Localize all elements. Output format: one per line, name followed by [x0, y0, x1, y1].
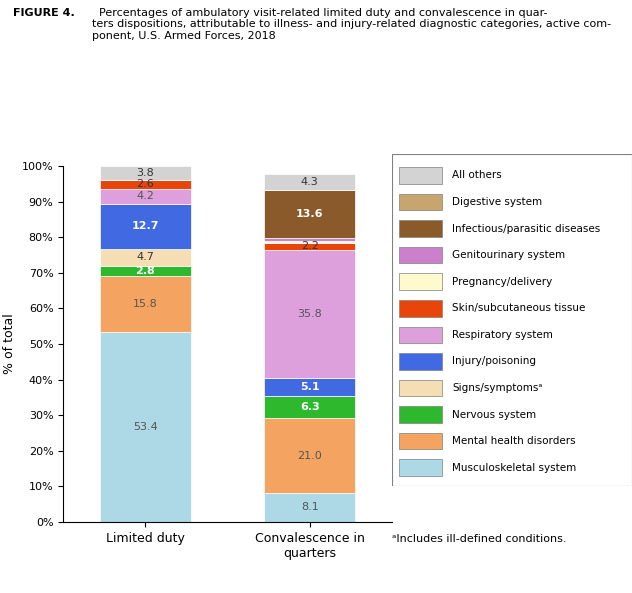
Bar — [399, 300, 442, 317]
Bar — [100, 189, 191, 204]
Text: 5.1: 5.1 — [300, 382, 320, 392]
Bar — [265, 174, 355, 190]
Text: 3.8: 3.8 — [137, 168, 154, 178]
Bar — [399, 433, 442, 449]
Bar — [265, 493, 355, 522]
Bar — [265, 378, 355, 396]
Text: 35.8: 35.8 — [297, 309, 322, 319]
Text: 15.8: 15.8 — [133, 299, 158, 309]
Text: Pregnancy/delivery: Pregnancy/delivery — [452, 277, 552, 286]
Text: 2.2: 2.2 — [301, 241, 319, 251]
Text: 53.4: 53.4 — [133, 422, 158, 432]
Bar — [100, 204, 191, 249]
Text: Musculoskeletal system: Musculoskeletal system — [452, 463, 576, 473]
Bar — [265, 243, 355, 250]
Bar — [100, 180, 191, 189]
Text: 8.1: 8.1 — [301, 502, 319, 512]
Bar — [399, 194, 442, 211]
Bar — [100, 166, 191, 180]
Bar — [100, 276, 191, 332]
Text: All others: All others — [452, 170, 502, 180]
FancyBboxPatch shape — [392, 154, 632, 486]
Y-axis label: % of total: % of total — [3, 314, 16, 374]
Bar — [265, 190, 355, 238]
Bar — [399, 353, 442, 369]
Text: 2.6: 2.6 — [137, 179, 154, 189]
Text: Skin/subcutaneous tissue: Skin/subcutaneous tissue — [452, 303, 585, 313]
Text: 21.0: 21.0 — [297, 451, 322, 461]
Bar — [399, 220, 442, 237]
Bar — [399, 327, 442, 343]
Bar — [265, 418, 355, 493]
Bar — [399, 406, 442, 423]
Text: ᵃIncludes ill-defined conditions.: ᵃIncludes ill-defined conditions. — [392, 534, 566, 544]
Text: Respiratory system: Respiratory system — [452, 330, 553, 340]
Text: Injury/poisoning: Injury/poisoning — [452, 356, 536, 366]
Bar — [100, 332, 191, 522]
Text: 13.6: 13.6 — [296, 209, 324, 219]
Text: 4.3: 4.3 — [301, 177, 319, 187]
Text: 6.3: 6.3 — [300, 402, 320, 412]
Bar — [399, 273, 442, 290]
Bar — [100, 249, 191, 266]
Bar — [399, 247, 442, 263]
Bar — [399, 167, 442, 184]
Text: 4.7: 4.7 — [137, 252, 154, 262]
Bar — [399, 460, 442, 476]
Text: Infectious/parasitic diseases: Infectious/parasitic diseases — [452, 224, 600, 234]
Text: 4.2: 4.2 — [137, 192, 154, 201]
Text: FIGURE 4.: FIGURE 4. — [13, 8, 75, 18]
Text: Genitourinary system: Genitourinary system — [452, 250, 565, 260]
Text: Digestive system: Digestive system — [452, 197, 542, 207]
Text: Percentages of ambulatory visit-related limited duty and convalescence in quar-
: Percentages of ambulatory visit-related … — [92, 8, 611, 41]
Bar — [265, 250, 355, 378]
Bar — [399, 380, 442, 396]
Text: Nervous system: Nervous system — [452, 410, 536, 419]
Text: 2.8: 2.8 — [135, 266, 155, 276]
Text: Mental health disorders: Mental health disorders — [452, 436, 576, 446]
Bar — [265, 238, 355, 241]
Text: Signs/symptomsᵃ: Signs/symptomsᵃ — [452, 383, 542, 393]
Bar — [100, 266, 191, 276]
Bar — [265, 241, 355, 243]
Bar — [265, 396, 355, 418]
Text: 12.7: 12.7 — [131, 221, 159, 231]
